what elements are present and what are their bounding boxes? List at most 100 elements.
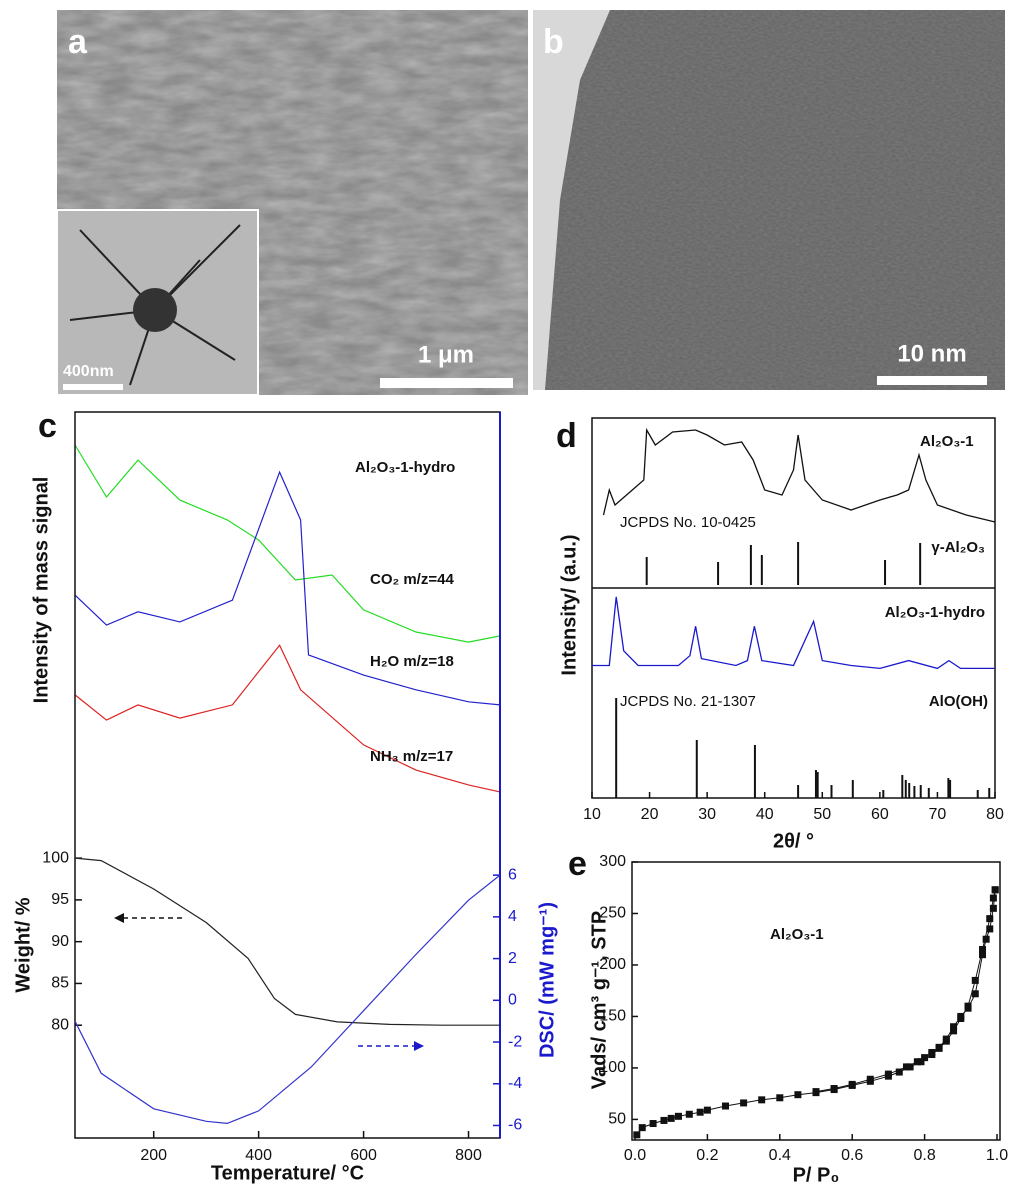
data-point: [990, 905, 997, 912]
x-tick-label: 80: [986, 806, 1004, 823]
tem-texture: [533, 10, 1005, 390]
x-tick-label: 60: [871, 806, 889, 823]
y2-tick-label: -6: [508, 1117, 522, 1134]
data-point: [928, 1049, 935, 1056]
series-label: Al₂O₃-1-hydro: [885, 604, 985, 621]
series-label: NH₃ m/z=17: [370, 748, 453, 765]
reference-label: JCPDS No. 21-1307: [620, 693, 756, 710]
series-label: CO₂ m/z=44: [370, 571, 454, 588]
data-point: [979, 951, 986, 958]
inset-core: [133, 288, 177, 332]
x-tick-label: 20: [641, 806, 659, 823]
data-point: [776, 1094, 783, 1101]
panel-label: c: [38, 407, 57, 445]
x-tick-label: 40: [756, 806, 774, 823]
data-point: [957, 1013, 964, 1020]
x-axis-label: P/ P₀: [793, 1164, 840, 1186]
data-point: [697, 1109, 704, 1116]
plot-frame: [75, 412, 500, 1138]
data-point: [972, 990, 979, 997]
y2-tick-label: 2: [508, 950, 517, 967]
data-point: [921, 1054, 928, 1061]
inset-scale-label: 400nm: [63, 363, 114, 380]
y-tick-label: 85: [51, 975, 69, 992]
x-tick-label: 70: [929, 806, 947, 823]
figure: 400nm 1 μm a 10 nm b c Intensity of mass …: [0, 0, 1018, 1188]
data-point: [639, 1124, 646, 1131]
y-tick-label: 95: [51, 891, 69, 908]
x-tick-label: 0.2: [696, 1147, 718, 1164]
y-axis-label: Weight/ %: [12, 897, 34, 992]
y-tick-label: 50: [608, 1111, 626, 1128]
data-point: [722, 1103, 729, 1110]
x-tick-label: 0.8: [913, 1147, 935, 1164]
y2-axis-label: DSC/ (mW mg⁻¹): [536, 902, 558, 1058]
y-axis-label: Intensity of mass signal: [30, 477, 52, 704]
x-tick-label: 200: [140, 1147, 167, 1164]
scale-label: 1 μm: [418, 341, 474, 368]
data-line: [75, 472, 500, 705]
data-point: [794, 1091, 801, 1098]
x-tick-label: 30: [698, 806, 716, 823]
x-tick-label: 0.6: [841, 1147, 863, 1164]
x-axis-label: 2θ/ °: [773, 830, 814, 852]
reference-label: JCPDS No. 10-0425: [620, 514, 756, 531]
y2-tick-label: -2: [508, 1033, 522, 1050]
x-tick-label: 0.4: [769, 1147, 791, 1164]
y-tick-label: 300: [599, 853, 626, 870]
data-point: [813, 1088, 820, 1095]
x-tick-label: 0.0: [624, 1147, 646, 1164]
data-point: [992, 886, 999, 893]
panel-a: 400nm 1 μm a: [57, 10, 528, 395]
x-tick-label: 10: [583, 806, 601, 823]
data-point: [633, 1131, 640, 1138]
data-point: [758, 1096, 765, 1103]
data-point: [943, 1036, 950, 1043]
panel-label: d: [556, 417, 577, 455]
data-point: [660, 1117, 667, 1124]
data-point: [950, 1023, 957, 1030]
series-label: AlO(OH): [929, 693, 988, 710]
y2-tick-label: -4: [508, 1075, 522, 1092]
data-point: [965, 1005, 972, 1012]
scale-label: 10 nm: [897, 340, 966, 367]
data-point: [936, 1044, 943, 1051]
y-axis-label: Intensity/ (a.u.): [558, 534, 580, 675]
annotation: Al₂O₃-1-hydro: [355, 459, 455, 476]
data-line: [75, 875, 500, 1123]
data-point: [885, 1071, 892, 1078]
data-point: [986, 925, 993, 932]
data-point: [704, 1107, 711, 1114]
panel-label: b: [543, 23, 564, 61]
y2-tick-label: 4: [508, 908, 517, 925]
data-line: [75, 858, 500, 1025]
panel-label: e: [568, 845, 587, 883]
data-point: [831, 1085, 838, 1092]
scale-bar: [877, 376, 987, 385]
data-point: [867, 1076, 874, 1083]
data-point: [914, 1058, 921, 1065]
x-tick-label: 1.0: [986, 1147, 1008, 1164]
x-tick-label: 800: [455, 1147, 482, 1164]
data-point: [983, 936, 990, 943]
data-point: [903, 1063, 910, 1070]
data-point: [990, 895, 997, 902]
y2-tick-label: 0: [508, 992, 517, 1009]
y-tick-label: 90: [51, 933, 69, 950]
y-axis-label: Vads/ cm³ g⁻¹, STP: [588, 911, 610, 1089]
series-label: Al₂O₃-1: [920, 433, 974, 450]
x-axis-label: Temperature/ °C: [211, 1162, 364, 1184]
data-line: [816, 890, 995, 1092]
data-point: [740, 1099, 747, 1106]
y2-tick-label: 6: [508, 866, 517, 883]
panel-c-arrows: [114, 913, 424, 1051]
annotation: Al₂O₃-1: [770, 926, 824, 943]
scale-bar: [380, 378, 513, 388]
data-point: [686, 1111, 693, 1118]
x-tick-label: 50: [813, 806, 831, 823]
series-label: H₂O m/z=18: [370, 653, 454, 670]
inset-scale-bar: [63, 384, 123, 390]
data-point: [849, 1081, 856, 1088]
panel-label: a: [68, 23, 88, 61]
plot-frame: [632, 862, 1000, 1140]
